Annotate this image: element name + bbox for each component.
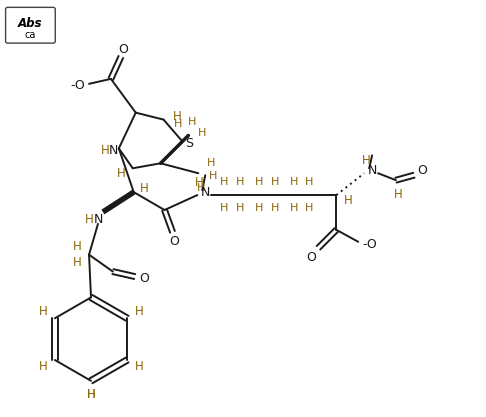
Text: H: H bbox=[38, 305, 47, 318]
Text: H: H bbox=[87, 388, 95, 401]
Text: H: H bbox=[117, 167, 125, 180]
Text: ca: ca bbox=[25, 30, 36, 40]
Text: H: H bbox=[195, 176, 204, 188]
Text: H: H bbox=[101, 144, 109, 157]
Text: H: H bbox=[271, 203, 279, 213]
Text: H: H bbox=[362, 154, 370, 167]
Text: H: H bbox=[220, 177, 228, 187]
Text: H: H bbox=[197, 183, 206, 193]
Text: H: H bbox=[73, 256, 82, 269]
Text: H: H bbox=[236, 177, 244, 187]
Text: H: H bbox=[87, 388, 95, 401]
Text: N: N bbox=[367, 164, 377, 177]
Text: H: H bbox=[174, 118, 183, 128]
Text: O: O bbox=[139, 272, 150, 285]
Text: H: H bbox=[135, 360, 143, 374]
Text: O: O bbox=[170, 235, 179, 248]
Text: H: H bbox=[255, 177, 263, 187]
Text: O: O bbox=[417, 164, 427, 177]
Text: N: N bbox=[93, 214, 103, 226]
Text: H: H bbox=[305, 203, 314, 213]
Text: O: O bbox=[307, 251, 316, 264]
Text: H: H bbox=[220, 203, 228, 213]
FancyBboxPatch shape bbox=[6, 8, 55, 43]
Text: H: H bbox=[290, 203, 298, 213]
Text: -O: -O bbox=[363, 238, 378, 251]
Text: -O: -O bbox=[71, 79, 86, 92]
Text: H: H bbox=[305, 177, 314, 187]
Text: H: H bbox=[255, 203, 263, 213]
Text: N: N bbox=[201, 186, 210, 198]
Text: H: H bbox=[140, 182, 149, 195]
Text: H: H bbox=[73, 240, 82, 253]
Text: Abs: Abs bbox=[18, 17, 43, 30]
Text: H: H bbox=[209, 171, 217, 181]
Text: N: N bbox=[109, 144, 119, 157]
Text: H: H bbox=[394, 188, 402, 201]
Text: H: H bbox=[344, 193, 353, 206]
Text: H: H bbox=[207, 158, 215, 168]
Text: H: H bbox=[198, 128, 207, 138]
Text: H: H bbox=[135, 305, 143, 318]
Text: H: H bbox=[38, 360, 47, 374]
Text: H: H bbox=[188, 117, 196, 127]
Text: H: H bbox=[236, 203, 244, 213]
Text: H: H bbox=[290, 177, 298, 187]
Text: H: H bbox=[271, 177, 279, 187]
Text: H: H bbox=[173, 110, 182, 123]
Text: H: H bbox=[85, 214, 93, 226]
Text: S: S bbox=[185, 137, 193, 150]
Text: O: O bbox=[118, 43, 128, 55]
